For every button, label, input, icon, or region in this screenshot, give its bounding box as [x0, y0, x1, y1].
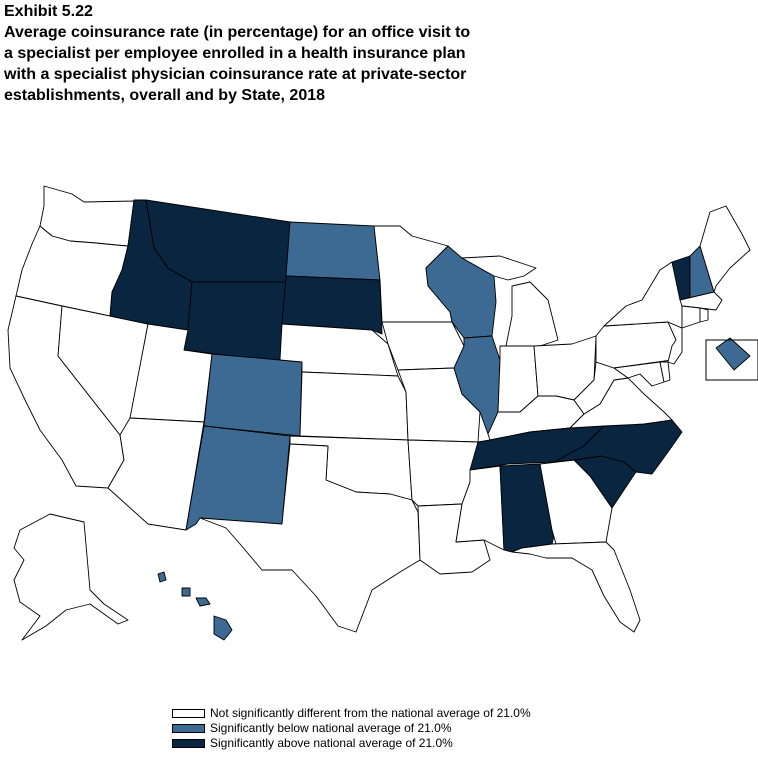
state-PA [595, 321, 677, 369]
state-CT [681, 305, 701, 329]
state-NJ [667, 321, 683, 365]
legend-swatch [172, 709, 205, 718]
state-TX [199, 443, 421, 633]
state-NY [603, 261, 683, 329]
state-WY [183, 281, 287, 363]
legend-item-above: Significantly above national average of … [172, 736, 531, 751]
us-state-map [7, 185, 758, 641]
legend-label: Significantly below national average of … [210, 721, 452, 735]
legend-label: Not significantly different from the nat… [210, 706, 531, 720]
state-HI [157, 571, 233, 641]
state-CO [203, 353, 303, 437]
state-SD [281, 275, 383, 335]
dc-inset-frame [705, 339, 758, 381]
state-NM [185, 425, 291, 531]
state-RI [699, 307, 709, 323]
state-AK [13, 513, 129, 641]
legend-item-below: Significantly below national average of … [172, 721, 531, 736]
state-ND [285, 221, 381, 281]
header: Exhibit 5.22 Average coinsurance rate (i… [4, 2, 744, 106]
legend: Not significantly different from the nat… [172, 706, 531, 751]
state-IL [453, 335, 501, 435]
state-ME [699, 205, 751, 293]
title-line: a specialist per employee enrolled in a … [4, 45, 466, 62]
state-DC [715, 337, 751, 371]
title-line: Average coinsurance rate (in percentage)… [4, 24, 471, 41]
state-AZ [107, 417, 205, 531]
legend-item-not-significant: Not significantly different from the nat… [172, 706, 531, 721]
map-title: Average coinsurance rate (in percentage)… [4, 22, 744, 106]
state-KS [299, 371, 409, 441]
state-DE [659, 361, 671, 383]
legend-swatch [172, 724, 205, 733]
legend-label: Significantly above national average of … [210, 736, 453, 750]
state-MI [461, 255, 559, 347]
exhibit-label: Exhibit 5.22 [4, 3, 93, 20]
state-FL [511, 541, 641, 633]
title-line: establishments, overall and by State, 20… [4, 87, 326, 104]
legend-swatch [172, 739, 205, 748]
title-line: with a specialist physician coinsurance … [4, 66, 467, 83]
